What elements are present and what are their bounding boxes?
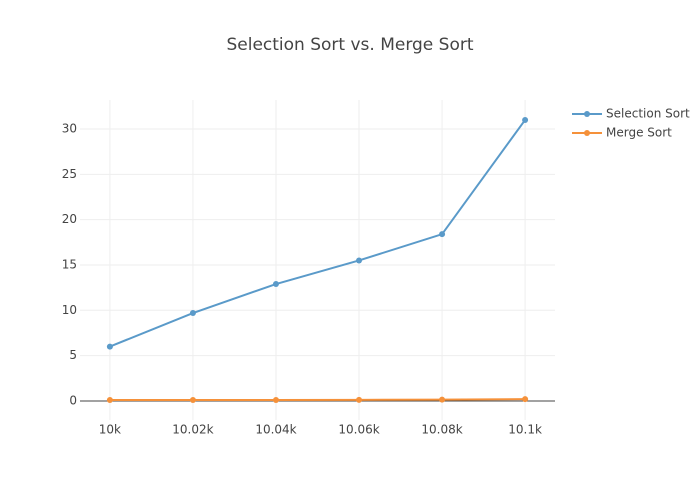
y-tick-label: 20: [62, 212, 77, 226]
point: [272, 281, 279, 288]
y-tick-label: 5: [69, 348, 77, 362]
legend-marker: [584, 130, 590, 136]
series-line: [109, 398, 526, 402]
point: [189, 310, 196, 317]
x-tick-label: 10k: [99, 423, 121, 437]
legend-label: Selection Sort: [606, 107, 690, 121]
point: [522, 116, 529, 123]
x-tick-label: 10.04k: [255, 423, 296, 437]
y-tick-label: 10: [62, 303, 77, 317]
point: [106, 343, 113, 350]
point: [522, 396, 529, 403]
y-tick-label: 30: [62, 122, 77, 136]
point: [189, 397, 196, 404]
point: [272, 397, 279, 404]
x-tick-label: 10.06k: [338, 423, 379, 437]
y-tick-label: 15: [62, 257, 77, 271]
y-tick-label: 0: [69, 393, 77, 407]
x-tick-label: 10.08k: [421, 423, 462, 437]
legend-marker: [584, 111, 590, 117]
point: [439, 231, 446, 238]
x-tick-label: 10.02k: [172, 423, 213, 437]
point: [356, 396, 363, 403]
y-tick-label: 25: [62, 167, 77, 181]
x-tick-label: 10.1k: [508, 423, 542, 437]
legend-label: Merge Sort: [606, 126, 672, 140]
chart-title: Selection Sort vs. Merge Sort: [226, 35, 473, 55]
point: [356, 257, 363, 264]
series-line: [109, 119, 526, 348]
point: [106, 397, 113, 404]
point: [439, 396, 446, 403]
